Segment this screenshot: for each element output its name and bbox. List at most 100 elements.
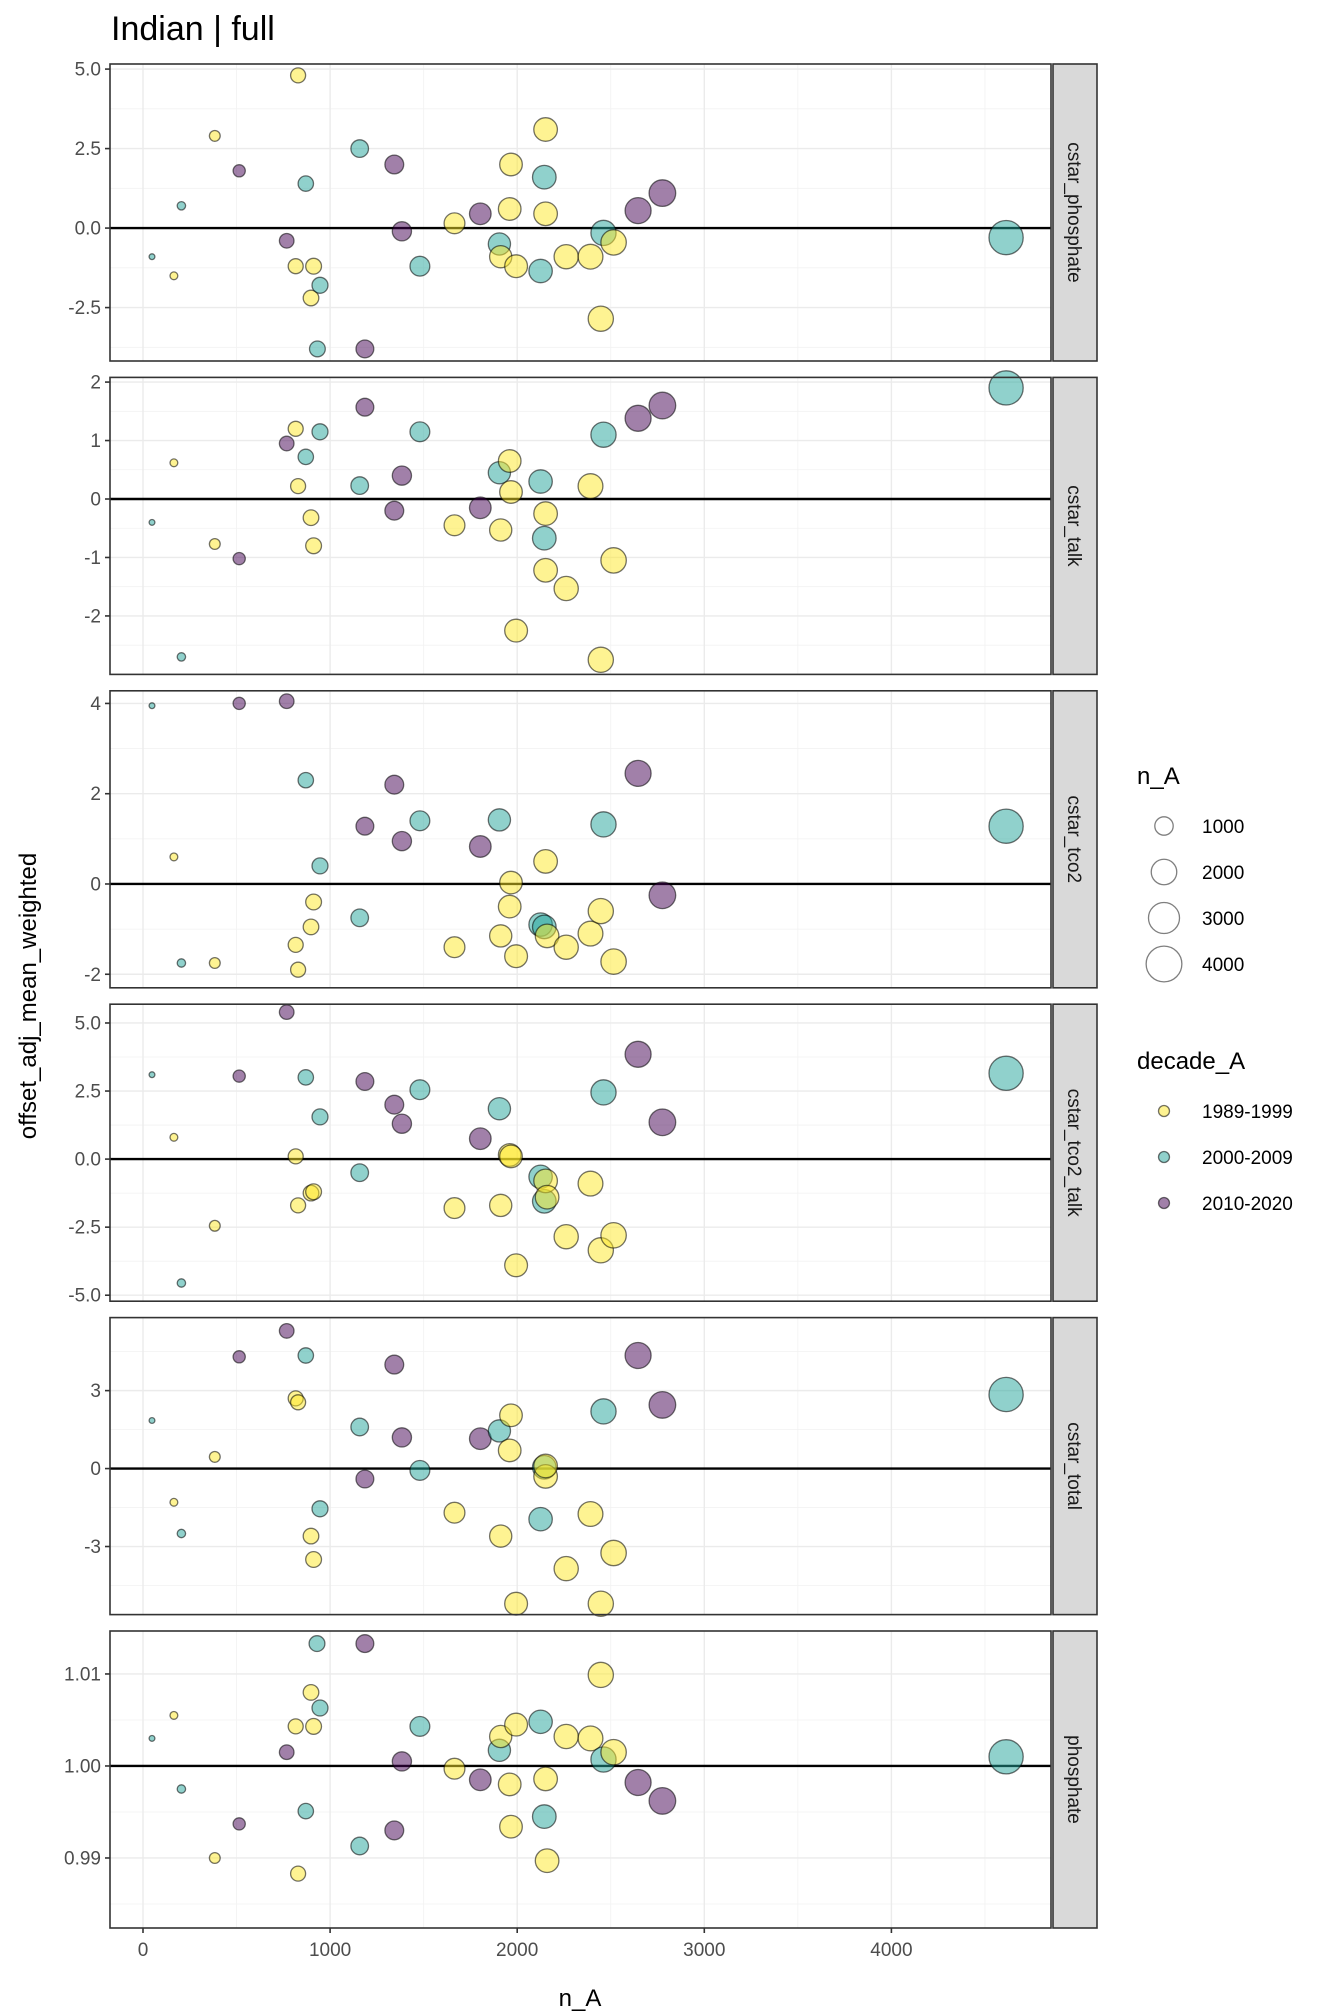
data-point [287,420,304,437]
data-point [311,423,329,441]
data-point [528,1506,553,1532]
color-legend-title: decade_A [1137,1048,1245,1075]
facet-strip-label: cstar_tco2_talk [1063,1089,1084,1217]
data-point [587,305,615,332]
data-point [533,1766,559,1792]
y-tick-label: 0 [90,1459,101,1480]
data-point [577,1170,604,1197]
panel-cstar_tco2: 4 2 0 -2 cstar_tco2 [84,689,1098,989]
data-point [355,397,375,417]
data-point [308,340,326,358]
data-point [350,476,370,496]
data-point [497,197,522,221]
data-point [169,1497,179,1507]
data-point [176,200,187,211]
data-point [533,201,559,227]
data-point [988,1739,1024,1775]
data-point [384,774,405,795]
data-point [534,1184,560,1210]
data-point [297,175,315,192]
data-point [499,1144,523,1169]
data-point [278,435,295,452]
data-point [297,771,315,789]
data-point [487,808,512,832]
y-tick-label: -1 [84,548,101,569]
data-point [553,243,579,270]
data-point [409,1715,431,1737]
data-point [624,759,652,788]
data-point [148,1416,156,1425]
data-point [648,391,677,420]
panel-background [110,1004,1051,1302]
data-point [278,1744,295,1761]
color-legend: 1989-1999 2000-2009 2010-2020 [1157,1102,1293,1215]
panel-background [110,690,1051,988]
data-point [176,1784,187,1794]
data-point [232,164,246,178]
data-point [443,936,466,959]
data-point [305,1717,323,1735]
size-legend-title: n_A [1137,763,1180,790]
panel-background [110,377,1051,675]
data-point [443,1757,466,1780]
x-tick-label: 4000 [870,1940,912,1961]
data-point [533,117,559,142]
y-tick-label: 1.01 [64,1664,101,1685]
data-point [278,1004,295,1021]
data-point [176,958,187,968]
facet-strip-label: cstar_phosphate [1063,142,1084,283]
data-point [577,473,604,500]
data-point [600,1539,627,1567]
data-point [587,1661,615,1689]
data-point [289,1394,307,1411]
data-point [587,646,615,674]
data-point [287,1718,304,1735]
data-point [531,1804,557,1830]
data-point [534,1848,560,1874]
data-point [443,212,466,235]
data-point [504,1591,529,1616]
data-point [384,1094,405,1115]
data-point [169,458,179,468]
data-point [355,1469,375,1489]
data-point [533,557,559,583]
data-point [305,537,323,555]
y-tick-label: 2.5 [75,1082,101,1103]
size-legend-key [1154,816,1174,836]
data-point [287,258,304,275]
size-legend-label: 1000 [1202,817,1244,838]
data-point [305,893,323,911]
data-point [497,894,522,919]
data-point [409,255,431,277]
data-point [355,1071,375,1092]
data-point [384,1820,405,1841]
data-point [533,1453,559,1479]
x-tick-label: 1000 [309,1940,351,1961]
y-tick-label: 1 [90,431,101,452]
data-point [289,1197,307,1214]
data-point [355,1634,375,1654]
data-point [384,1354,405,1375]
data-point [587,897,615,925]
data-point [287,1148,304,1165]
facet-strip [1052,376,1098,676]
data-point [499,152,523,177]
data-point [504,1253,529,1278]
data-point [988,808,1024,844]
facet-strip [1052,1630,1098,1929]
data-point [553,575,579,602]
data-point [278,1322,295,1339]
data-point [648,1108,677,1137]
data-point [289,961,307,978]
data-point [497,449,522,473]
chart-title: Indian | full [111,10,275,48]
color-legend-label: 2010-2020 [1202,1194,1293,1215]
y-tick-label: 2 [90,784,101,805]
size-legend-key [1147,901,1181,935]
size-legend-label: 2000 [1202,863,1244,884]
facet-strip-label: cstar_total [1063,1422,1084,1510]
panel-border [109,1630,1052,1929]
data-point [553,1723,579,1750]
data-point [302,918,320,936]
data-point [468,202,492,226]
